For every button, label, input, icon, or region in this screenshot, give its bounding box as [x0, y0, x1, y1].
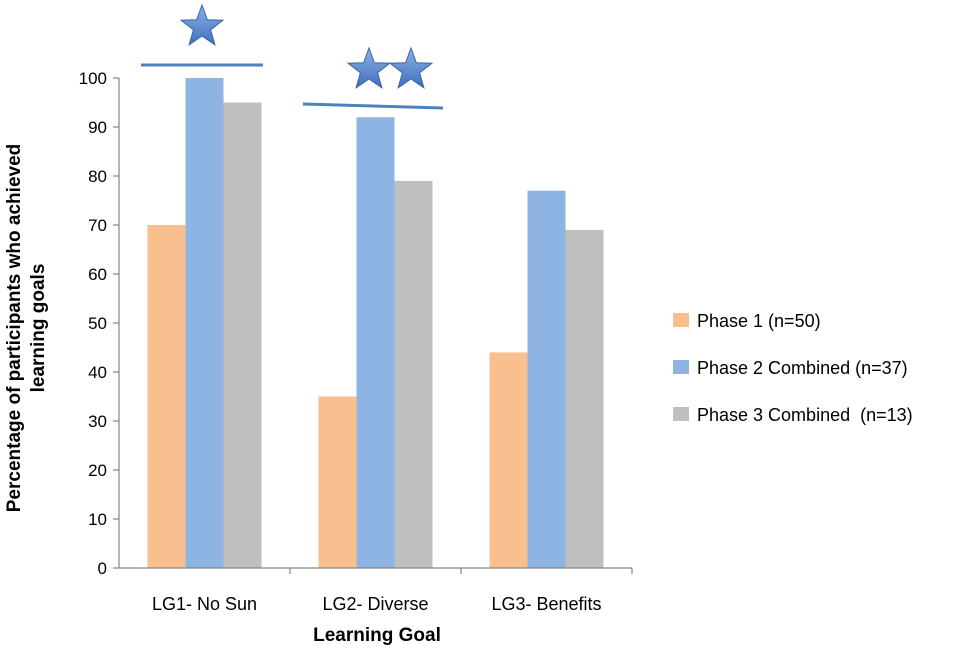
- significance-annotations: [141, 3, 444, 110]
- x-tick-label: LG3- Benefits: [491, 594, 601, 614]
- bar: [489, 352, 528, 568]
- bar: [356, 117, 395, 568]
- bar: [527, 190, 566, 568]
- y-axis-title-line-1: Percentage of participants who achieved: [4, 144, 25, 513]
- y-tick-label: 70: [88, 216, 107, 235]
- y-tick-label: 60: [88, 265, 107, 284]
- y-tick-label: 40: [88, 363, 107, 382]
- x-axis-title: Learning Goal: [313, 625, 441, 646]
- legend-label: Phase 2 Combined (n=37): [697, 358, 908, 378]
- legend-swatch: [673, 313, 689, 327]
- y-tick-label: 30: [88, 412, 107, 431]
- y-tick-label: 80: [88, 167, 107, 186]
- bar: [185, 78, 224, 568]
- y-tick-label: 50: [88, 314, 107, 333]
- bar: [223, 102, 262, 568]
- bars: [147, 78, 604, 568]
- significance-line: [302, 102, 444, 110]
- legend-swatch: [673, 407, 689, 421]
- star-icon: [388, 46, 434, 89]
- y-axis-title: Percentage of participants who achieved …: [4, 144, 49, 513]
- x-tick-label: LG2- Diverse: [322, 594, 428, 614]
- axes: 0 10 20 30 40 50 60 70 80 90 100 LG1- No Sun LG2- Di…: [79, 69, 633, 614]
- y-tick-label: 100: [79, 69, 107, 88]
- bar: [394, 180, 433, 568]
- y-tick-label: 10: [88, 510, 107, 529]
- y-tick-label: 90: [88, 118, 107, 137]
- star-icon: [179, 3, 225, 46]
- y-tick-label: 0: [98, 559, 107, 578]
- bar: [565, 229, 604, 568]
- x-tick-label: LG1- No Sun: [152, 594, 257, 614]
- legend-swatch: [673, 360, 689, 374]
- star-icon: [346, 46, 392, 89]
- legend-label: Phase 1 (n=50): [697, 311, 821, 331]
- bar: [318, 396, 357, 568]
- legend: Phase 1 (n=50) Phase 2 Combined (n=37) Pha…: [673, 311, 913, 425]
- bar: [147, 225, 186, 568]
- y-axis-title-line-2: learning goals: [28, 264, 49, 393]
- y-tick-label: 20: [88, 461, 107, 480]
- legend-label: Phase 3 Combined (n=13): [697, 405, 913, 425]
